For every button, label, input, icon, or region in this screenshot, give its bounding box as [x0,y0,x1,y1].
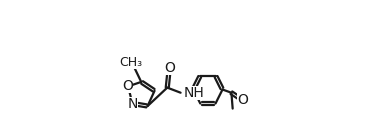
Text: O: O [164,61,175,75]
Text: O: O [237,93,248,107]
Text: NH: NH [184,86,204,100]
Text: CH₃: CH₃ [119,56,143,69]
Text: O: O [122,79,133,93]
Text: N: N [127,97,138,111]
